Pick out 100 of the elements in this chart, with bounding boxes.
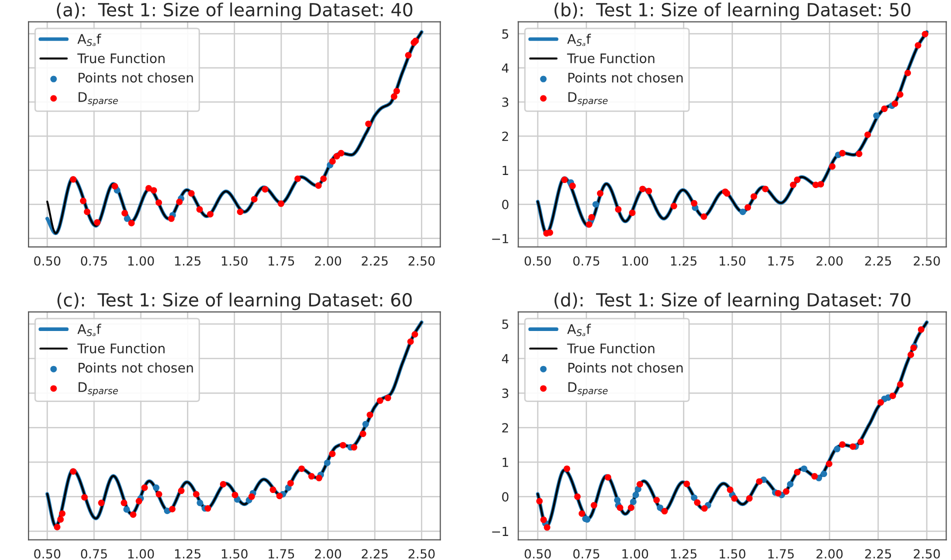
point (694, 499, 701, 506)
point (561, 176, 568, 184)
point (756, 478, 763, 485)
point (922, 30, 928, 38)
point (136, 498, 142, 504)
point (864, 131, 871, 138)
legend-label: D$_{sparse}$ (568, 92, 608, 106)
point (152, 484, 160, 491)
point (276, 492, 283, 500)
point (818, 180, 824, 188)
point (270, 486, 276, 494)
point (169, 506, 176, 512)
point (329, 158, 336, 165)
x-tick-label: 0.50 (34, 256, 60, 266)
point (782, 488, 790, 495)
point (156, 491, 162, 498)
point (360, 430, 366, 438)
point (546, 229, 554, 236)
point (287, 480, 294, 486)
point (630, 498, 637, 506)
point (811, 473, 818, 480)
x-tick-label: 0.75 (80, 549, 107, 559)
point (800, 465, 808, 472)
y-tick-label: 0 (502, 492, 508, 502)
point (877, 399, 884, 406)
x-tick-label: 2.25 (865, 549, 891, 559)
x-tick-label: 1.50 (720, 256, 746, 266)
y-tick-label: 2 (502, 132, 508, 141)
legend-label: D$_{sparse}$ (568, 382, 608, 396)
point (298, 465, 305, 472)
point (586, 221, 592, 228)
point (629, 210, 636, 216)
x-tick-label: 2.00 (315, 256, 342, 266)
point (376, 397, 384, 404)
point (168, 215, 175, 222)
point (700, 213, 708, 220)
x-tick-label: 2.00 (315, 549, 342, 559)
point (596, 190, 604, 197)
point (826, 460, 832, 468)
point (178, 488, 185, 494)
point (632, 492, 640, 498)
point (786, 480, 794, 488)
point (81, 494, 88, 501)
point (141, 484, 148, 491)
x-tick-label: 0.75 (80, 256, 107, 266)
point (653, 496, 660, 504)
point (858, 438, 864, 446)
point (828, 163, 836, 170)
point (94, 219, 100, 226)
point (232, 492, 238, 498)
point (746, 495, 753, 502)
x-tick-label: 2.50 (914, 256, 940, 266)
point (57, 516, 64, 523)
point (615, 206, 622, 213)
point (856, 150, 862, 158)
point (670, 202, 678, 210)
point (646, 188, 652, 194)
point (320, 175, 327, 182)
legend-label: Points not chosen (568, 72, 683, 83)
legend-label: True Function (77, 343, 165, 354)
x-tick-label: 2.25 (362, 256, 388, 266)
point (690, 200, 698, 207)
x-tick-label: 2.00 (816, 549, 843, 559)
point (690, 494, 698, 501)
x-tick-label: 1.25 (175, 256, 200, 266)
point (839, 441, 846, 448)
point (850, 443, 856, 450)
point (628, 504, 634, 511)
x-tick-label: 1.75 (768, 256, 794, 266)
legend-label: True Function (77, 53, 165, 64)
x-tick-label: 1.00 (128, 256, 154, 266)
point (918, 326, 924, 333)
point (294, 175, 301, 182)
point (130, 511, 136, 518)
point (604, 474, 612, 481)
point (405, 52, 412, 59)
point (744, 204, 752, 211)
point (145, 185, 152, 192)
point (731, 495, 738, 502)
point (774, 490, 782, 496)
point (564, 465, 570, 472)
y-tick-label: 5 (502, 29, 508, 39)
x-tick-label: 0.50 (524, 256, 551, 266)
y-tick-label: −1 (492, 234, 508, 244)
point (590, 502, 598, 509)
point (873, 112, 880, 119)
legend-label: A$_{Sₐ}$f (77, 34, 102, 46)
point (124, 215, 130, 222)
point (334, 152, 340, 160)
point (204, 505, 212, 512)
point (98, 500, 105, 506)
chart-title: (d): Test 1: Size of learning Dataset: 70 (554, 292, 910, 310)
point (540, 516, 547, 524)
point (80, 198, 86, 204)
point (740, 208, 746, 216)
point (58, 510, 66, 517)
point (889, 392, 896, 400)
x-tick-label: 2.50 (408, 549, 435, 559)
y-tick-label: 2 (502, 423, 508, 432)
chart-title: (b): Test 1: Size of learning Dataset: 50 (554, 2, 910, 20)
